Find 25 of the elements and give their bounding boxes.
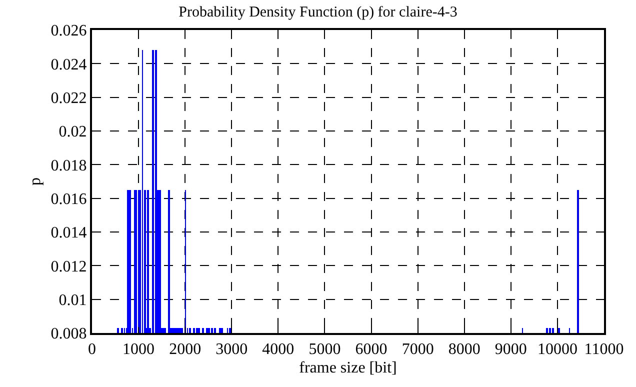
x-tick-label: 0 bbox=[88, 341, 96, 358]
y-tick-label: 0.02 bbox=[58, 124, 87, 141]
x-tick-label: 7000 bbox=[402, 341, 434, 358]
x-axis-title: frame size [bit] bbox=[299, 359, 397, 376]
y-axis-title: p bbox=[27, 178, 44, 186]
x-tick-label: 10000 bbox=[537, 341, 578, 358]
x-tick-label: 6000 bbox=[355, 341, 388, 358]
y-tick-label: 0.014 bbox=[50, 224, 87, 242]
y-tick-label: 0.01 bbox=[58, 292, 87, 309]
y-tick-label: 0.018 bbox=[50, 157, 87, 174]
chart-title: Probability Density Function (p) for claire-4-3 bbox=[178, 4, 458, 20]
x-tick-label: 9000 bbox=[494, 341, 527, 358]
y-tick-label: 0.024 bbox=[50, 56, 87, 74]
y-tick-label: 0.026 bbox=[50, 22, 87, 40]
x-tick-label: 3000 bbox=[216, 341, 248, 358]
y-tick-label: 0.012 bbox=[50, 258, 87, 276]
y-tick-label: 0.016 bbox=[50, 190, 87, 208]
x-tick-label: 11000 bbox=[584, 341, 624, 358]
y-tick-label: 0.008 bbox=[50, 326, 87, 343]
y-tick-label: 0.022 bbox=[50, 90, 87, 107]
x-tick-label: 5000 bbox=[308, 341, 341, 358]
x-tick-label: 1000 bbox=[122, 341, 155, 358]
x-tick-label: 4000 bbox=[262, 341, 294, 358]
x-tick-label: 8000 bbox=[448, 341, 480, 358]
x-tick-label: 2000 bbox=[169, 341, 202, 358]
